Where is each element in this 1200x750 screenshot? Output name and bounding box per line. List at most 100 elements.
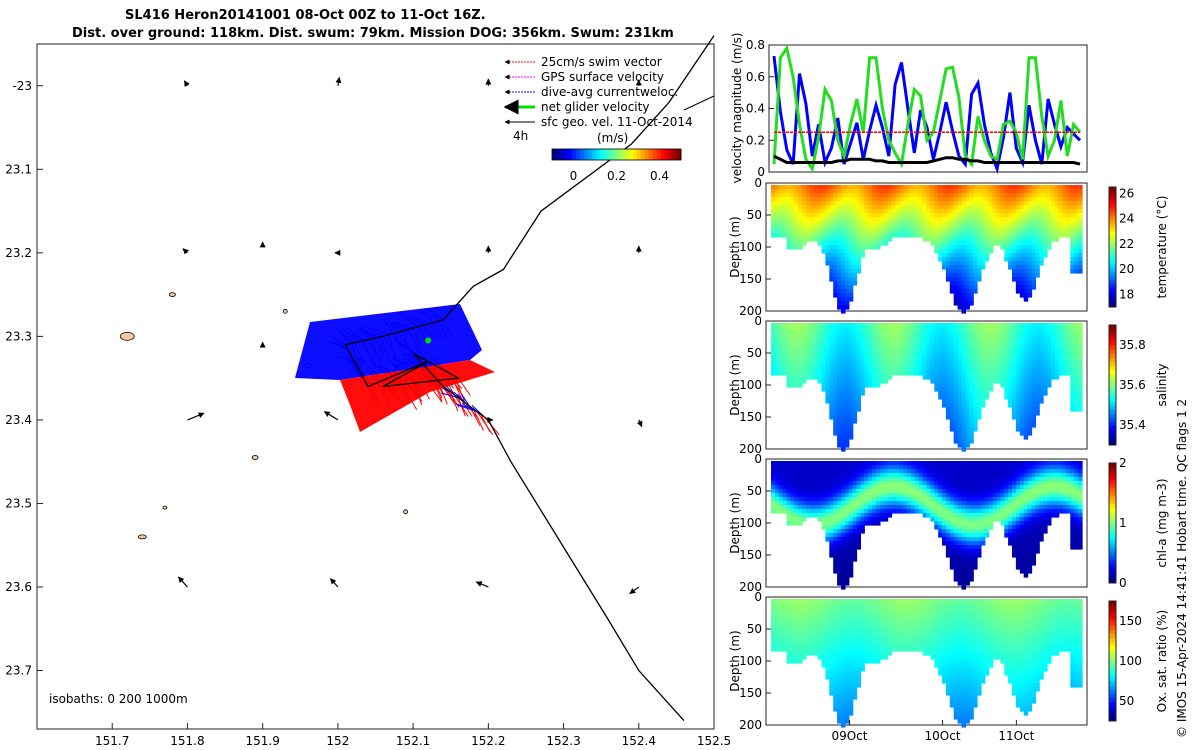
profile-cell — [930, 363, 935, 368]
profile-cell — [1054, 213, 1060, 218]
profile-cell — [844, 427, 850, 432]
profile-cell — [891, 197, 896, 202]
profile-cell — [1012, 233, 1017, 238]
profile-cell — [957, 573, 963, 578]
profile-cell — [1054, 473, 1060, 478]
profile-cell — [961, 213, 966, 218]
profile-cell — [992, 193, 998, 198]
profile-cell — [945, 193, 951, 198]
profile-cell — [1004, 493, 1009, 498]
isobaths-label: isobaths: 0 200 1000m — [49, 692, 188, 706]
profile-cell — [829, 545, 834, 550]
profile-cell — [872, 501, 877, 506]
profile-cell — [969, 553, 974, 558]
profile-cell — [829, 335, 834, 340]
profile-cell — [837, 465, 842, 470]
profile-cell — [1050, 323, 1056, 328]
profile-cell — [907, 335, 912, 340]
profile-cell — [837, 501, 842, 506]
profile-cell — [872, 323, 877, 328]
profile-cell — [774, 371, 780, 376]
profile-cell — [961, 513, 966, 518]
profile-cell — [782, 331, 788, 336]
profile-cell — [841, 189, 846, 194]
profile-cell — [980, 205, 986, 210]
profile-cell — [945, 213, 951, 218]
profile-cell — [1008, 197, 1013, 202]
profile-cell — [1031, 529, 1036, 534]
profile-cell — [809, 323, 815, 328]
profile-cell — [1050, 197, 1056, 202]
profile-cell — [961, 525, 966, 530]
profile-cell — [957, 407, 963, 412]
profile-cell — [1066, 185, 1071, 190]
profile-cell — [802, 343, 807, 348]
profile-cell — [802, 513, 807, 518]
profile-cell — [953, 431, 959, 436]
profile-cell — [891, 225, 896, 230]
profile-cell — [879, 477, 885, 482]
profile-cell — [1054, 323, 1060, 328]
profile-cell — [1066, 205, 1071, 210]
profile-cell — [771, 465, 776, 470]
profile-cell — [961, 277, 966, 282]
profile-cell — [1019, 245, 1025, 250]
profile-cell — [1019, 253, 1025, 258]
profile-cell — [848, 363, 854, 368]
profile-cell — [1004, 331, 1009, 336]
profile-cell — [868, 383, 873, 388]
profile-cell — [969, 289, 974, 294]
profile-cell — [771, 481, 776, 486]
profile-cell — [856, 347, 861, 352]
profile-cell — [794, 359, 799, 364]
profile-cell — [860, 375, 865, 380]
profile-cell — [918, 185, 924, 190]
profile-cell — [992, 197, 998, 202]
profile-cell — [1027, 189, 1033, 194]
profile-cell — [945, 485, 951, 490]
profile-cell — [953, 245, 959, 250]
profile-cell — [813, 465, 819, 470]
profile-cell — [876, 485, 881, 490]
profile-cell — [977, 513, 982, 518]
profile-cell — [778, 359, 784, 364]
profile-cell — [887, 237, 893, 242]
profile-cell — [790, 217, 795, 222]
profile-cell — [930, 465, 935, 470]
profile-cell — [965, 327, 970, 332]
profile-cell — [965, 533, 970, 538]
profile-cell — [817, 465, 823, 470]
profile-cell — [833, 343, 838, 348]
profile-cell — [821, 201, 826, 206]
profile-cell — [914, 489, 920, 494]
profile-cell — [825, 213, 830, 218]
profile-cell — [794, 367, 799, 372]
profile-cell — [903, 327, 908, 332]
profile-cell — [848, 273, 854, 278]
profile-cell — [833, 347, 838, 352]
profile-cell — [1008, 217, 1013, 222]
profile-cell — [841, 305, 846, 310]
profile-cell — [879, 185, 885, 190]
profile-cell — [953, 301, 959, 306]
profile-cell — [992, 233, 998, 238]
profile-cell — [852, 359, 858, 364]
profile-colorbar-frame — [1108, 324, 1117, 446]
profile-cell — [872, 517, 877, 522]
profile-cell — [1062, 225, 1068, 230]
profile-cell — [1047, 505, 1052, 510]
profile-cell — [778, 509, 784, 514]
profile-cell — [984, 347, 990, 352]
profile-cell — [1019, 407, 1025, 412]
profile-cell — [903, 217, 908, 222]
profile-colorbar-cell — [1109, 401, 1116, 406]
profile-cell — [809, 465, 815, 470]
profile-cell — [1070, 331, 1075, 336]
profile-cell — [1050, 335, 1056, 340]
profile-cell — [973, 383, 978, 388]
profile-cell — [965, 351, 970, 356]
profile-cell — [1012, 277, 1017, 282]
profile-cell — [852, 197, 858, 202]
profile-cell — [848, 355, 854, 360]
profile-cell — [1019, 569, 1025, 574]
